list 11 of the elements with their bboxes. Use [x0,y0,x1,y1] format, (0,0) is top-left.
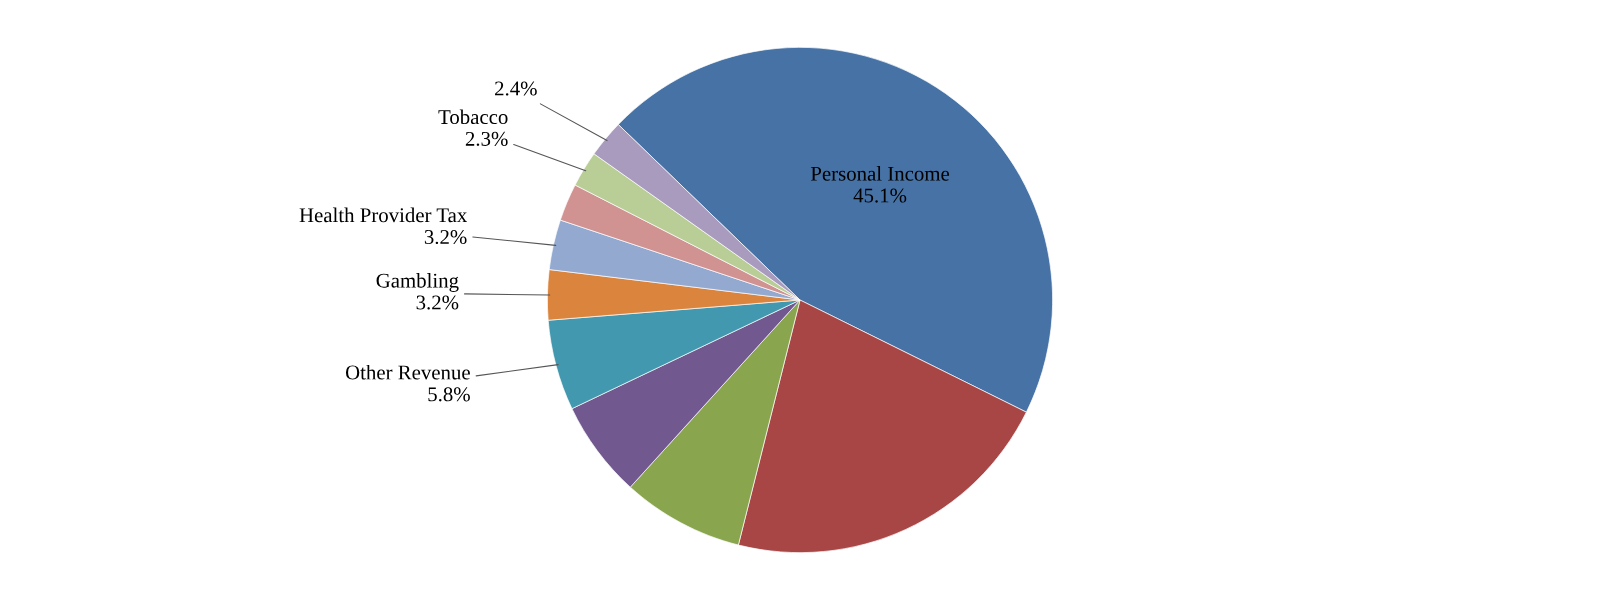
slice-label: Gambling [376,272,459,292]
data-label: 2.4% [495,81,537,96]
data-label: 3.2% [424,229,467,245]
data-label: 45.1% [853,188,907,203]
slice-label: Health Provider Tax [299,207,468,223]
data-label: 3.2% [416,295,459,310]
slice-label: Other Revenue [345,364,470,380]
data-label: 5.8% [428,387,470,402]
data-label: 2.3% [465,131,508,146]
slice-label: Tobacco [438,109,508,125]
slice-label: Personal Income [810,166,950,181]
